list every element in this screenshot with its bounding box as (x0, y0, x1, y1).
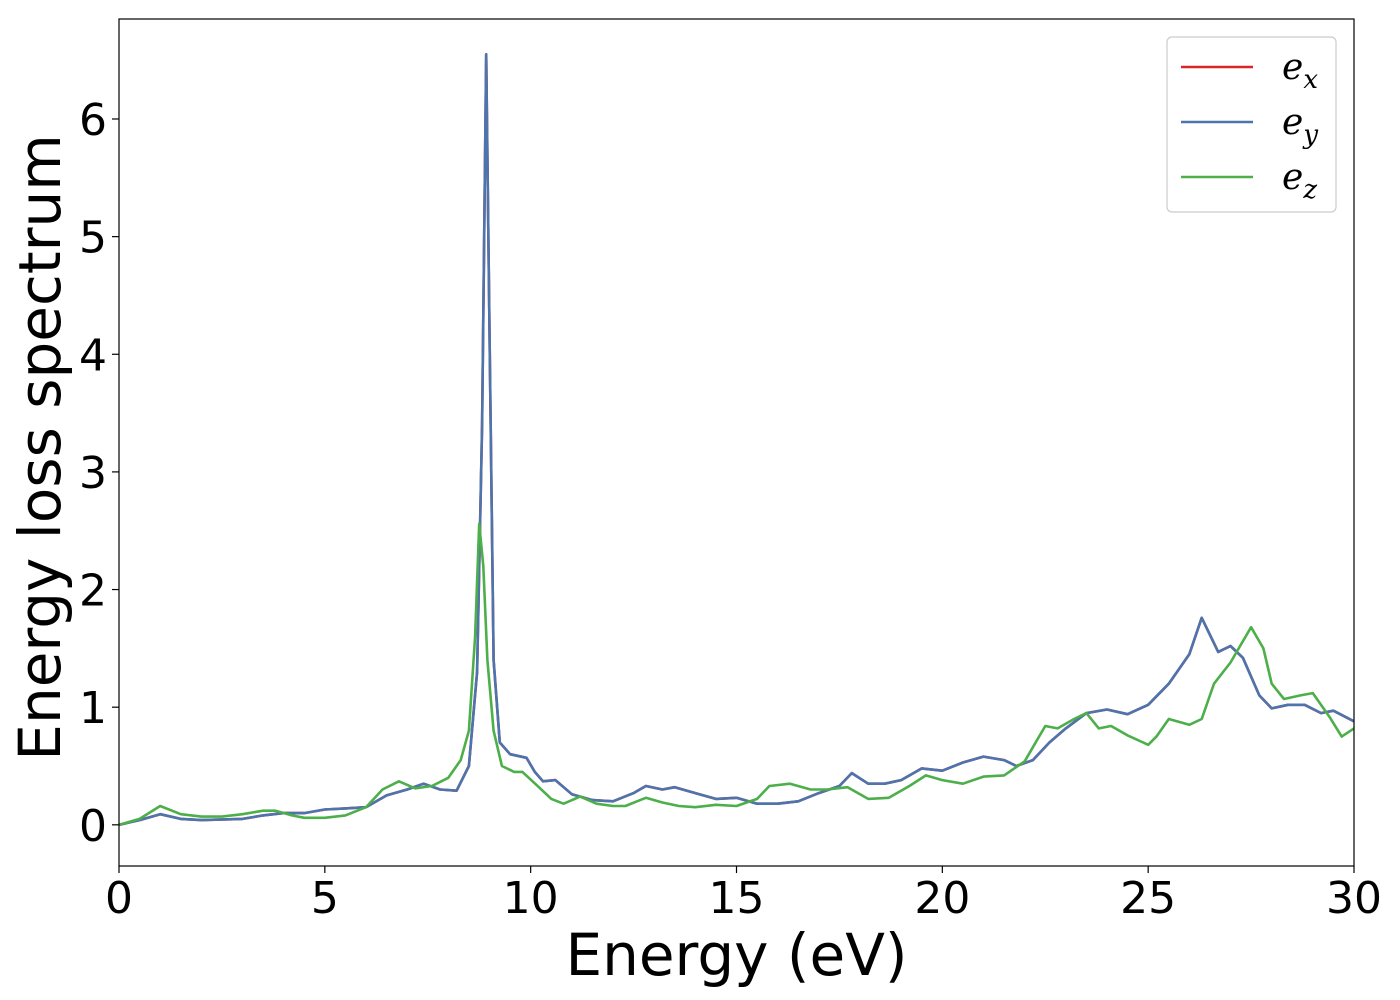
x-tick-label: 25 (1120, 873, 1176, 924)
y-axis: 0 1 2 3 4 5 6 (79, 95, 119, 852)
legend-box (1166, 36, 1337, 213)
series-line-z (119, 522, 1354, 827)
y-axis-label: Energy loss spectrum (6, 134, 74, 760)
y-tick-label: 2 (79, 566, 107, 617)
x-axis-label: Energy (eV) (565, 921, 907, 989)
legend-label-y: ey (1282, 102, 1318, 150)
legend-label-z: ez (1282, 157, 1317, 205)
x-tick-label: 5 (311, 873, 339, 924)
x-tick-label: 0 (105, 873, 133, 924)
x-tick-label: 10 (503, 873, 559, 924)
series-line-y (119, 53, 1354, 827)
y-tick-label: 4 (79, 330, 107, 381)
legend: ex ey ez (1166, 36, 1337, 213)
x-axis: 0 5 10 15 20 25 30 (105, 866, 1382, 924)
series-layer (119, 53, 1354, 827)
x-tick-label: 20 (914, 873, 970, 924)
x-tick-label: 30 (1326, 873, 1382, 924)
legend-label-x: ex (1282, 47, 1318, 95)
y-tick-label: 5 (79, 213, 107, 264)
y-tick-label: 1 (79, 683, 107, 734)
y-tick-label: 3 (79, 448, 107, 499)
x-tick-label: 15 (709, 873, 765, 924)
y-tick-label: 6 (79, 95, 107, 146)
y-tick-label: 0 (79, 801, 107, 852)
